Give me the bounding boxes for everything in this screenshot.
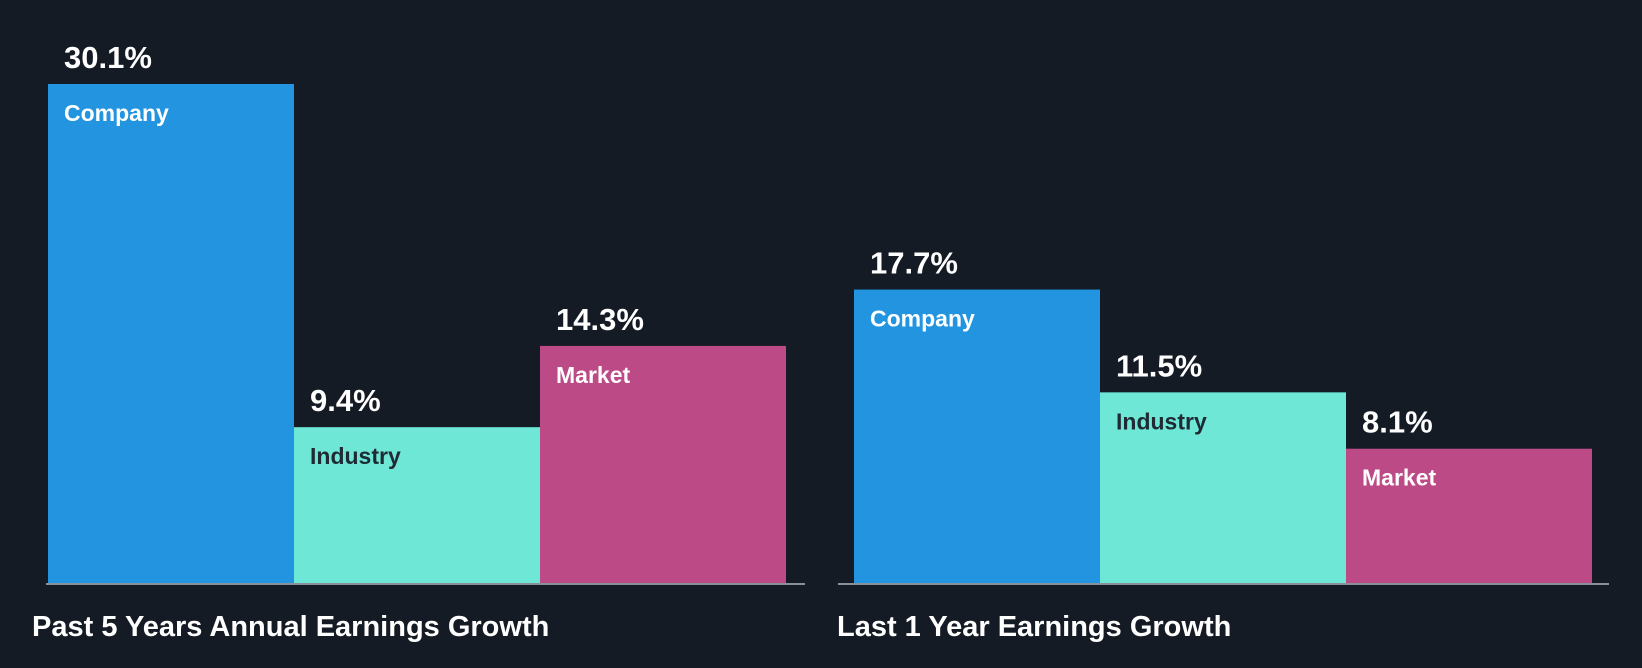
value-label-market-last-1-year: 8.1% bbox=[1362, 405, 1433, 440]
bar-label-company-past-5-years: Company bbox=[64, 100, 169, 126]
panel-last-1-year: Last 1 Year Earnings Growth 17.7% Company… bbox=[837, 246, 1609, 643]
panel-past-5-years: Past 5 Years Annual Earnings Growth 30.1… bbox=[32, 40, 805, 643]
bar-label-company-last-1-year: Company bbox=[870, 306, 975, 332]
value-label-company-last-1-year: 17.7% bbox=[870, 246, 958, 281]
bar-company-past-5-years bbox=[48, 84, 294, 583]
panel-title-last-1-year: Last 1 Year Earnings Growth bbox=[837, 611, 1231, 643]
bar-market-past-5-years bbox=[540, 345, 786, 583]
bar-company-last-1-year bbox=[854, 289, 1100, 583]
panel-title-past-5-years: Past 5 Years Annual Earnings Growth bbox=[32, 611, 549, 643]
bar-market-last-1-year bbox=[1346, 448, 1592, 583]
bar-industry-past-5-years bbox=[294, 427, 540, 583]
value-label-industry-last-1-year: 11.5% bbox=[1116, 348, 1202, 383]
bar-label-industry-past-5-years: Industry bbox=[310, 443, 401, 469]
value-label-industry-past-5-years: 9.4% bbox=[310, 383, 381, 418]
bar-industry-last-1-year bbox=[1100, 392, 1346, 583]
bar-label-market-last-1-year: Market bbox=[1362, 465, 1436, 491]
bar-label-market-past-5-years: Market bbox=[556, 362, 630, 388]
value-label-company-past-5-years: 30.1% bbox=[64, 40, 152, 75]
value-label-market-past-5-years: 14.3% bbox=[556, 302, 644, 337]
bar-label-industry-last-1-year: Industry bbox=[1116, 408, 1207, 434]
